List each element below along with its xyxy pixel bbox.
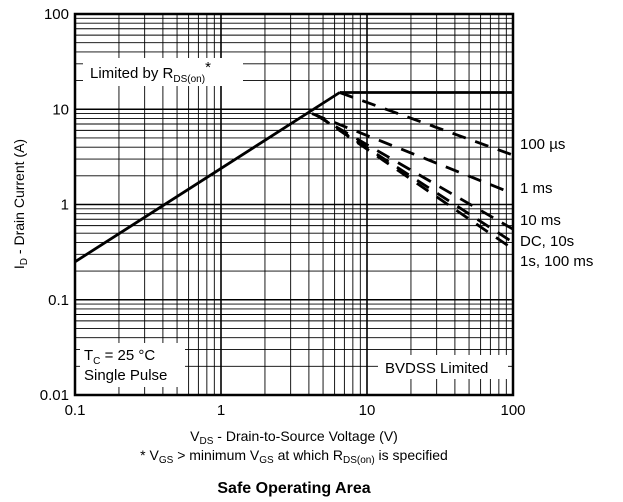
x-tick-label: 0.1 bbox=[65, 402, 86, 419]
footnote: * VGS > minimum VGS at which RDS(on) is … bbox=[140, 447, 448, 466]
series-limited-by-rds-on bbox=[75, 93, 340, 262]
series-1-ms bbox=[312, 114, 513, 194]
curve-label: 100 µs bbox=[520, 136, 565, 153]
x-tick-label: 10 bbox=[359, 402, 376, 419]
curve-label: 10 ms bbox=[520, 212, 561, 229]
y-tick-label: 0.01 bbox=[40, 387, 69, 404]
series-1s-100-ms bbox=[318, 116, 513, 250]
y-tick-label: 1 bbox=[61, 197, 69, 214]
single-pulse-label: Single Pulse bbox=[84, 367, 167, 384]
x-tick-label: 1 bbox=[217, 402, 225, 419]
curve-label: 1s, 100 ms bbox=[520, 253, 593, 270]
y-tick-label: 100 bbox=[44, 6, 69, 23]
curve-label: 1 ms bbox=[520, 180, 553, 197]
y-axis-label: ID - Drain Current (A) bbox=[11, 139, 30, 269]
curve-label: DC, 10s bbox=[520, 233, 574, 250]
x-axis-label: VDS - Drain-to-Source Voltage (V) bbox=[190, 428, 398, 447]
curve-labels: 100 µs 1 ms 10 ms DC, 10s 1s, 100 ms bbox=[520, 136, 593, 270]
x-tick-label: 100 bbox=[500, 402, 525, 419]
y-tick-label: 0.1 bbox=[48, 292, 69, 309]
y-tick-label: 10 bbox=[52, 101, 69, 118]
bvdss-limited-label: BVDSS Limited bbox=[385, 360, 488, 377]
chart-title: Safe Operating Area bbox=[217, 480, 370, 497]
curves bbox=[75, 93, 513, 262]
